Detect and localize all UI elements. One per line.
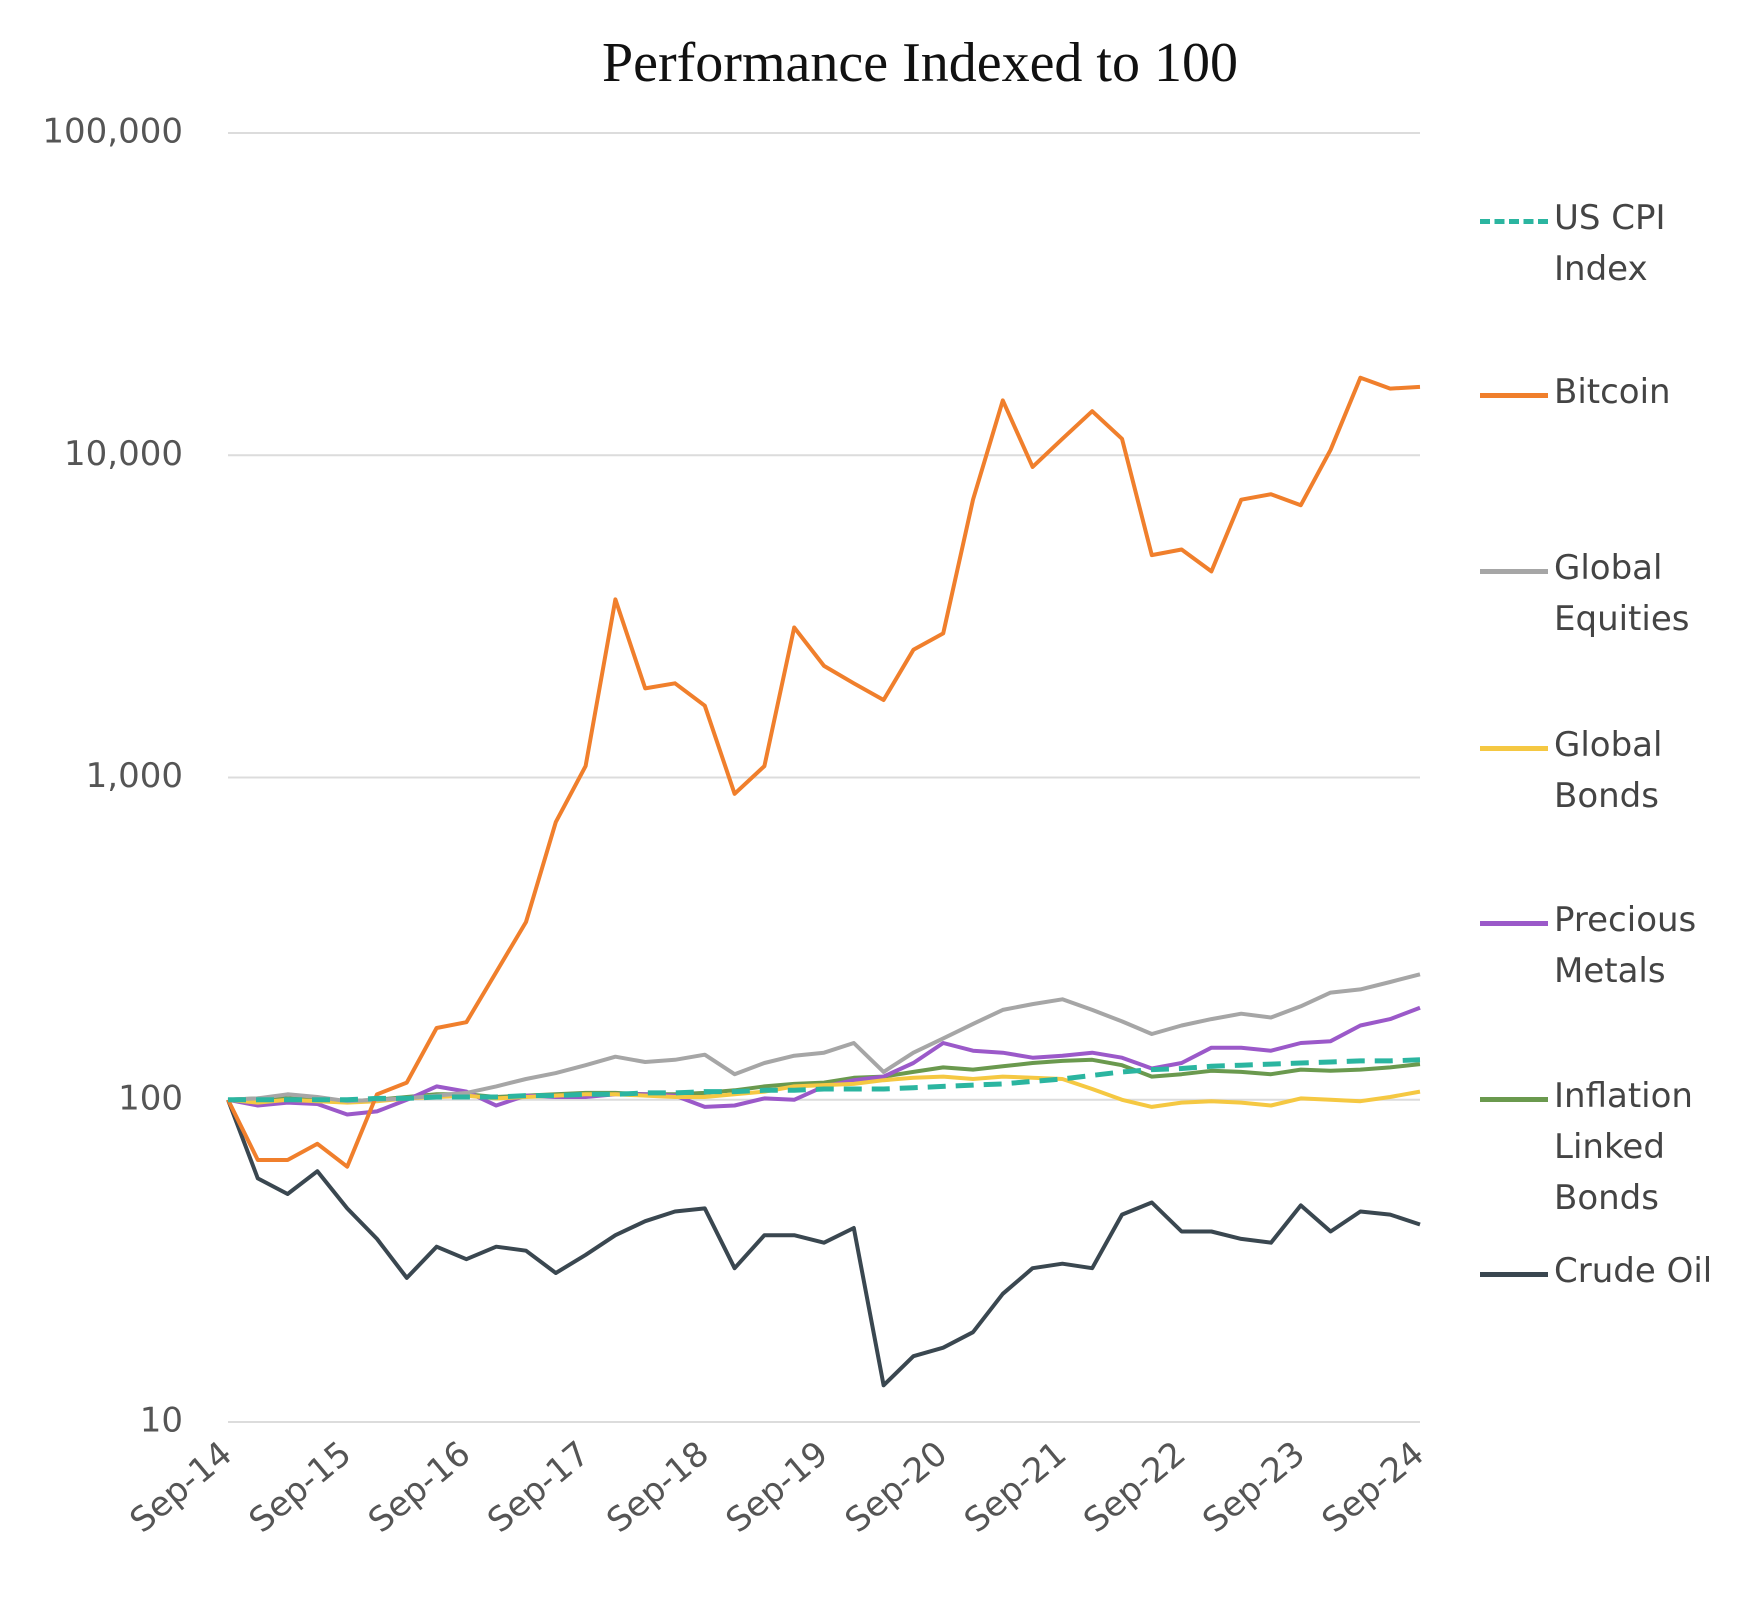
legend-entry: Inflation Linked Bonds xyxy=(1480,1073,1724,1224)
x-tick-label: Sep-20 xyxy=(838,1434,955,1542)
x-tick-label: Sep-22 xyxy=(1076,1434,1193,1542)
series-line xyxy=(226,1099,1421,1388)
legend-label: Global Equities xyxy=(1554,548,1690,639)
y-tick-label: 10,000 xyxy=(64,434,183,474)
legend-swatch xyxy=(1480,746,1548,751)
x-tick-label: Sep-19 xyxy=(719,1434,836,1542)
legend-swatch xyxy=(1480,1272,1548,1277)
chart-title: Performance Indexed to 100 xyxy=(602,32,1238,94)
legend-swatch xyxy=(1480,921,1548,926)
legend-label: Crude Oil xyxy=(1554,1251,1713,1291)
legend-entry: Precious Metals xyxy=(1480,897,1724,997)
legend-entry: US CPI Index xyxy=(1480,195,1724,295)
series-line xyxy=(226,375,1421,1169)
legend-entry: Crude Oil xyxy=(1480,1248,1724,1297)
x-tick-label: Sep-18 xyxy=(599,1434,716,1542)
y-tick-label: 100 xyxy=(118,1078,183,1118)
legend-entry: Global Equities xyxy=(1480,545,1724,645)
y-tick-label: 10 xyxy=(140,1401,183,1441)
y-tick-label: 100,000 xyxy=(42,112,183,152)
x-tick-label: Sep-21 xyxy=(957,1434,1074,1542)
series-line xyxy=(228,1057,1421,1103)
legend-label: US CPI Index xyxy=(1554,198,1666,289)
legend-swatch xyxy=(1480,569,1548,574)
legend-entry: Global Bonds xyxy=(1480,722,1724,822)
x-tick-label: Sep-15 xyxy=(242,1434,359,1542)
legend-swatch xyxy=(1480,219,1548,224)
x-tick-label: Sep-23 xyxy=(1195,1434,1312,1542)
x-tick-label: Sep-14 xyxy=(123,1434,240,1542)
legend-swatch xyxy=(1480,393,1548,398)
x-tick-label: Sep-16 xyxy=(361,1434,478,1542)
legend-swatch xyxy=(1480,1097,1548,1102)
legend-label: Precious Metals xyxy=(1554,900,1697,991)
legend-label: Bitcoin xyxy=(1554,372,1671,412)
legend-label: Inflation Linked Bonds xyxy=(1554,1076,1693,1218)
legend-label: Global Bonds xyxy=(1554,725,1663,816)
x-tick-label: Sep-24 xyxy=(1315,1434,1432,1542)
y-tick-label: 1,000 xyxy=(86,756,183,796)
x-tick-label: Sep-17 xyxy=(480,1434,597,1542)
legend-entry: Bitcoin xyxy=(1480,369,1724,418)
